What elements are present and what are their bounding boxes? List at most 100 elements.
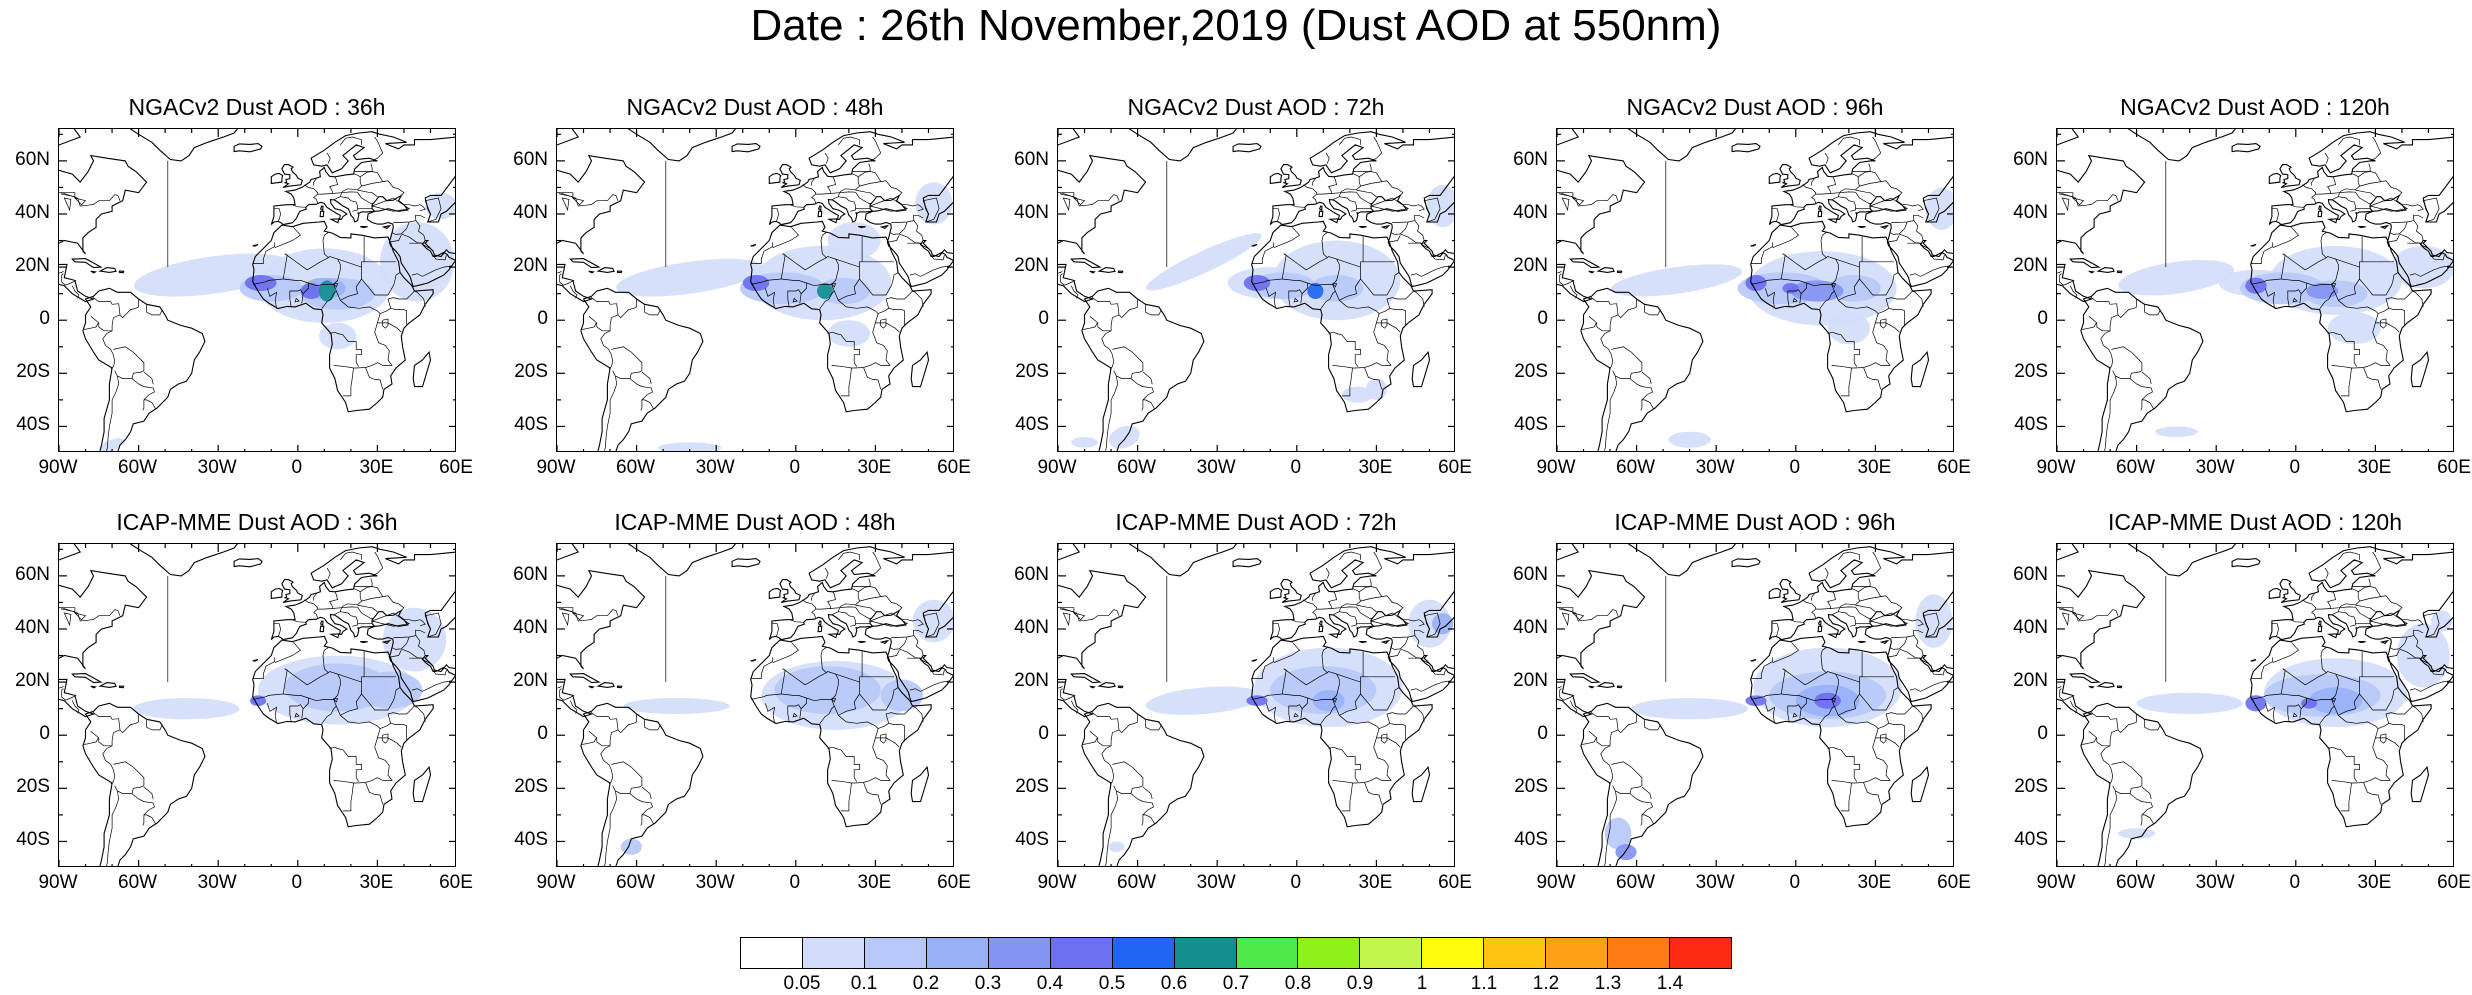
border xyxy=(106,375,120,451)
landmass xyxy=(826,218,838,224)
border xyxy=(2264,703,2276,724)
landmass xyxy=(768,587,782,600)
border xyxy=(899,233,924,244)
border xyxy=(1333,611,1357,627)
border xyxy=(1787,289,1802,307)
border xyxy=(913,220,924,241)
border xyxy=(2281,278,2307,304)
landmass xyxy=(1750,220,1932,413)
border xyxy=(357,189,378,197)
border xyxy=(1400,648,1425,659)
landmass xyxy=(1768,131,1953,288)
border xyxy=(371,551,384,577)
panel-title: NGACv2 Dust AOD : 48h xyxy=(626,94,884,120)
border xyxy=(1402,204,1425,212)
border xyxy=(2272,227,2300,249)
border xyxy=(782,647,827,686)
border xyxy=(1859,272,1899,296)
border xyxy=(831,780,852,784)
landmass xyxy=(1251,243,1258,247)
border xyxy=(1600,745,1614,785)
lon-label: 60E xyxy=(2437,872,2471,893)
border xyxy=(1869,551,1882,577)
landmass xyxy=(2279,164,2301,188)
border xyxy=(1316,591,1338,610)
lon-label: 60E xyxy=(1937,872,1971,893)
landmass xyxy=(1318,620,1323,627)
border xyxy=(1780,668,1786,695)
lat-label: 40N xyxy=(2013,201,2048,223)
lon-label: 60E xyxy=(439,457,473,478)
border xyxy=(1569,285,1578,299)
country-borders xyxy=(2057,551,2450,866)
border xyxy=(1312,593,1316,601)
border xyxy=(1070,285,1079,299)
lake xyxy=(571,612,585,621)
lake xyxy=(63,197,72,212)
border xyxy=(371,136,384,162)
border xyxy=(2377,290,2413,314)
border xyxy=(1750,657,1774,679)
page-title: Date : 26th November,2019 (Dust AOD at 5… xyxy=(750,1,1722,50)
border xyxy=(1333,196,1357,212)
lake xyxy=(1380,318,1388,329)
border xyxy=(569,285,578,299)
landmass xyxy=(2317,205,2322,212)
landmass xyxy=(569,673,601,684)
border xyxy=(1604,790,1618,866)
border xyxy=(403,204,426,212)
lake xyxy=(879,733,887,744)
border xyxy=(1859,676,1894,683)
border xyxy=(838,300,891,397)
border xyxy=(1060,273,1063,283)
border xyxy=(1772,642,1800,664)
lake xyxy=(559,607,574,613)
border xyxy=(790,204,804,208)
border xyxy=(1359,171,1382,182)
lon-label: 30E xyxy=(857,457,892,478)
landmass xyxy=(118,685,125,689)
border xyxy=(824,567,829,579)
tick-marks xyxy=(2057,129,2453,451)
border xyxy=(830,173,860,194)
border xyxy=(889,636,908,650)
border xyxy=(1281,253,1287,280)
border xyxy=(2377,705,2413,729)
border xyxy=(361,272,401,296)
lon-label: 60W xyxy=(2116,872,2156,893)
landmass xyxy=(2127,129,2236,162)
landmass xyxy=(1269,546,1454,703)
border xyxy=(411,680,452,692)
border xyxy=(1838,715,1891,812)
border xyxy=(787,289,802,307)
dust-contour xyxy=(620,838,642,855)
lon-label: 90W xyxy=(2036,872,2076,893)
border xyxy=(2401,204,2424,212)
lon-label: 30E xyxy=(1857,872,1892,893)
border xyxy=(1291,619,1305,623)
border xyxy=(2290,204,2304,208)
lon-label: 30W xyxy=(197,457,237,478)
landmass xyxy=(1596,682,1615,688)
border xyxy=(1273,642,1301,664)
dust-contour xyxy=(2309,687,2363,714)
border xyxy=(819,699,835,725)
border xyxy=(1364,367,1383,390)
lake xyxy=(868,197,909,212)
landmass xyxy=(98,682,117,688)
lat-label: 20S xyxy=(16,361,50,383)
border xyxy=(113,761,145,794)
landmass xyxy=(1269,587,1283,600)
lake xyxy=(381,318,389,329)
landmass xyxy=(118,270,125,274)
landmass xyxy=(2250,243,2257,247)
border xyxy=(1325,567,1330,579)
border xyxy=(1751,693,1782,700)
border xyxy=(415,635,426,656)
lat-label: 40N xyxy=(1513,201,1548,223)
landmass xyxy=(1380,224,1391,229)
border xyxy=(1414,220,1425,241)
lat-label: 20N xyxy=(1014,255,1049,277)
border xyxy=(1863,367,1882,390)
landmass xyxy=(71,258,103,269)
